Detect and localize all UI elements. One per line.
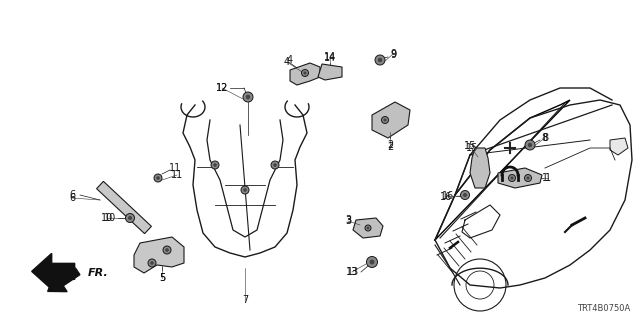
Circle shape	[125, 213, 134, 222]
Text: 14: 14	[324, 53, 336, 63]
Circle shape	[273, 163, 277, 167]
Polygon shape	[32, 253, 75, 289]
Circle shape	[165, 248, 169, 252]
Text: 9: 9	[390, 50, 396, 60]
Circle shape	[528, 143, 532, 147]
Text: 11: 11	[169, 163, 181, 173]
Text: 8: 8	[542, 133, 548, 143]
Polygon shape	[372, 102, 410, 138]
Circle shape	[375, 55, 385, 65]
Circle shape	[527, 176, 529, 180]
Circle shape	[211, 161, 219, 169]
Circle shape	[148, 259, 156, 267]
Text: 7: 7	[242, 295, 248, 305]
Circle shape	[461, 190, 470, 199]
Circle shape	[509, 174, 515, 181]
Text: TRT4B0750A: TRT4B0750A	[577, 304, 630, 313]
Text: 15: 15	[466, 143, 478, 153]
Circle shape	[246, 95, 250, 99]
Polygon shape	[134, 237, 184, 273]
Text: 2: 2	[387, 140, 393, 150]
Polygon shape	[97, 181, 152, 234]
Polygon shape	[470, 148, 490, 188]
Text: 9: 9	[390, 49, 396, 59]
Circle shape	[243, 188, 247, 192]
Polygon shape	[318, 64, 342, 80]
Text: 10: 10	[104, 213, 116, 223]
Circle shape	[154, 174, 162, 182]
Text: 16: 16	[440, 192, 452, 202]
Text: 6: 6	[69, 193, 75, 203]
Text: 15: 15	[464, 141, 476, 151]
Text: 5: 5	[159, 273, 165, 283]
Circle shape	[525, 140, 535, 150]
Circle shape	[369, 260, 374, 264]
Text: 14: 14	[324, 52, 336, 62]
Text: FR.: FR.	[88, 268, 108, 278]
Circle shape	[156, 176, 160, 180]
Text: 12: 12	[216, 83, 228, 93]
Text: 1: 1	[542, 173, 548, 183]
Polygon shape	[353, 218, 383, 238]
Circle shape	[301, 69, 308, 76]
Text: 2: 2	[387, 142, 393, 152]
Circle shape	[213, 163, 217, 167]
Text: 3: 3	[345, 216, 351, 226]
Polygon shape	[290, 63, 320, 85]
Circle shape	[381, 116, 388, 124]
FancyArrow shape	[48, 268, 80, 292]
Text: 4: 4	[287, 55, 293, 65]
Circle shape	[511, 176, 513, 180]
Polygon shape	[498, 168, 542, 188]
Text: 1: 1	[545, 173, 551, 183]
Text: 16: 16	[442, 191, 454, 201]
Circle shape	[163, 246, 171, 254]
Circle shape	[150, 261, 154, 265]
Circle shape	[378, 58, 382, 62]
Text: 8: 8	[541, 133, 547, 143]
Circle shape	[303, 71, 307, 75]
Text: 4: 4	[284, 57, 290, 67]
Text: 6: 6	[69, 190, 75, 200]
Circle shape	[365, 225, 371, 231]
Circle shape	[128, 216, 132, 220]
Circle shape	[525, 174, 531, 181]
Text: 12: 12	[216, 83, 228, 93]
Text: 13: 13	[347, 267, 359, 277]
Circle shape	[463, 193, 467, 197]
Circle shape	[383, 118, 387, 122]
Text: 13: 13	[346, 267, 358, 277]
Text: 3: 3	[345, 215, 351, 225]
Circle shape	[271, 161, 279, 169]
Text: 11: 11	[171, 170, 183, 180]
Text: 5: 5	[159, 273, 165, 283]
Circle shape	[367, 257, 378, 268]
Circle shape	[243, 92, 253, 102]
Circle shape	[241, 186, 249, 194]
Text: 10: 10	[101, 213, 113, 223]
Circle shape	[367, 227, 369, 229]
Polygon shape	[610, 138, 628, 155]
